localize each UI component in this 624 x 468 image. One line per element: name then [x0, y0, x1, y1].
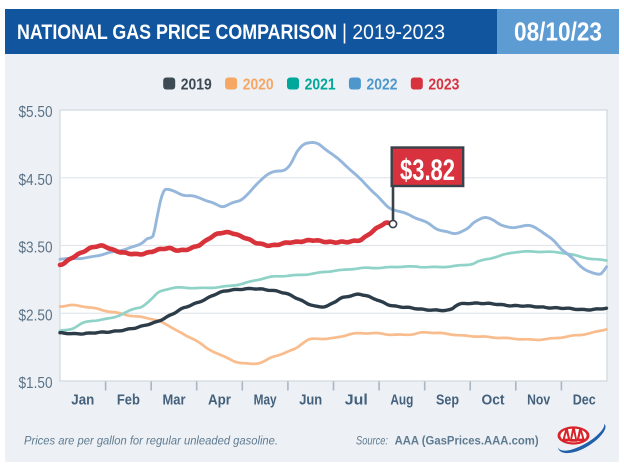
svg-text:Sep: Sep [436, 393, 459, 409]
svg-text:$5.50: $5.50 [19, 104, 53, 121]
svg-text:$1.50: $1.50 [19, 375, 53, 392]
svg-text:Aug: Aug [390, 393, 413, 409]
svg-text:$3.82: $3.82 [400, 154, 455, 187]
svg-text:Jan: Jan [71, 393, 94, 409]
svg-text:Jun: Jun [299, 393, 322, 409]
svg-text:2022: 2022 [367, 77, 398, 94]
svg-text:Feb: Feb [117, 393, 140, 409]
svg-text:Oct: Oct [482, 393, 505, 409]
svg-text:Jul: Jul [345, 393, 368, 409]
svg-text:Nov: Nov [527, 393, 550, 409]
svg-text:Source:: Source: [356, 434, 388, 448]
svg-text:2023: 2023 [428, 77, 459, 94]
svg-text:08/10/23: 08/10/23 [514, 17, 602, 47]
svg-text:NATIONAL GAS PRICE COMPARISON: NATIONAL GAS PRICE COMPARISON [17, 20, 337, 44]
svg-text:2019: 2019 [181, 77, 212, 94]
svg-text:$2.50: $2.50 [19, 307, 53, 324]
svg-text:AAA (GasPrices.AAA.com): AAA (GasPrices.AAA.com) [395, 434, 539, 448]
svg-text:Mar: Mar [163, 393, 186, 409]
svg-text:Prices are per gallon for regu: Prices are per gallon for regular unlead… [24, 434, 278, 448]
svg-text:$3.50: $3.50 [19, 240, 53, 257]
svg-text:2021: 2021 [305, 77, 336, 94]
svg-text:Dec: Dec [573, 393, 596, 409]
svg-text:2020: 2020 [243, 77, 274, 94]
svg-text:May: May [254, 393, 277, 409]
svg-text:Apr: Apr [208, 393, 231, 409]
svg-text:$4.50: $4.50 [19, 172, 53, 189]
svg-text:| 2019-2023: | 2019-2023 [342, 20, 445, 44]
